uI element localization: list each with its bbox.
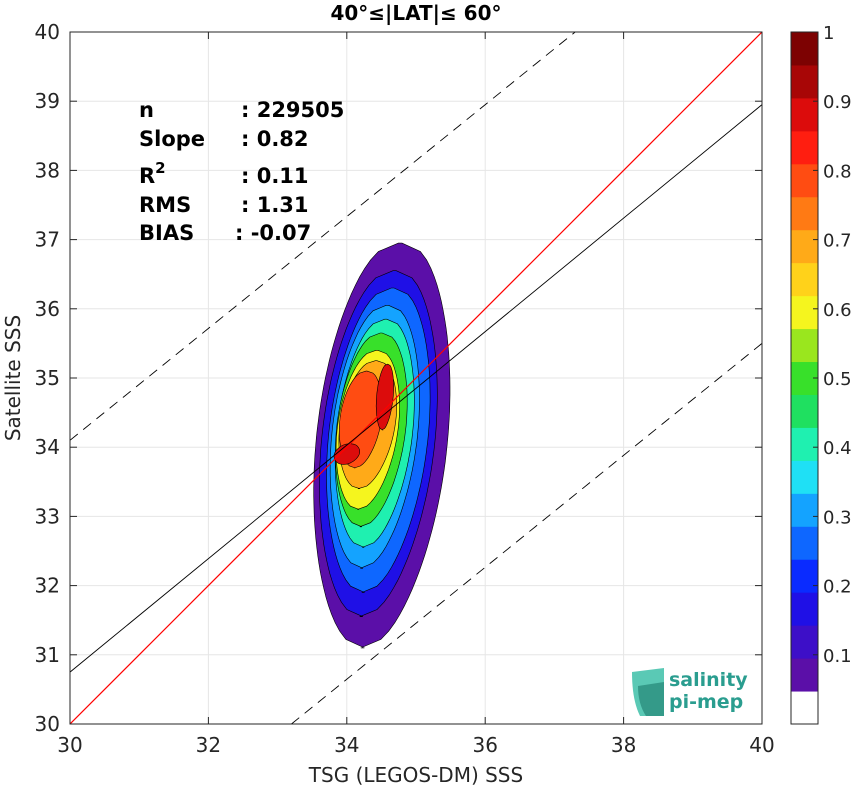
colorbar-segment-20 xyxy=(791,32,818,66)
y-axis-label: Satellite SSS xyxy=(1,315,25,441)
stat-slope-value: : 0.82 xyxy=(241,127,309,151)
logo-text-pi-mep: pi-mep xyxy=(669,691,743,713)
colorbar-ticks: 0.1 0.2 0.3 0.4 0.5 0.6 0.7 0.8 0.9 1 xyxy=(813,23,852,667)
stat-n-label: n xyxy=(139,98,154,122)
x-tick-label-3: 36 xyxy=(472,733,497,757)
colorbar-tick-label-6: 0.7 xyxy=(823,231,852,252)
x-tick-label-4: 38 xyxy=(611,733,636,757)
colorbar-segment-12 xyxy=(791,295,818,330)
colorbar-segment-16 xyxy=(791,163,818,198)
colorbar-segment-0 xyxy=(791,691,818,725)
y-tick-label-5: 35 xyxy=(35,366,60,390)
logo-wave-icon-2 xyxy=(638,682,664,716)
colorbar-segment-6 xyxy=(791,493,818,527)
x-axis-label: TSG (LEGOS-DM) SSS xyxy=(308,763,523,787)
colorbar-tick-label-1: 0.2 xyxy=(823,577,852,598)
density-contours xyxy=(313,242,451,649)
stat-bias-value: : -0.07 xyxy=(235,221,311,245)
upper-bound-line xyxy=(70,32,576,441)
colorbar-segment-18 xyxy=(791,97,818,132)
colorbar-segment-17 xyxy=(791,130,818,165)
colorbar-segment-11 xyxy=(791,328,818,363)
colorbar-tick-label-8: 0.9 xyxy=(823,92,852,113)
colorbar-segment-4 xyxy=(791,559,818,593)
stat-rms-label: RMS xyxy=(139,193,191,217)
colorbar-segment-14 xyxy=(791,229,818,264)
reference-lines xyxy=(70,32,762,724)
y-tick-label-8: 38 xyxy=(35,158,60,182)
stat-r2-label: R xyxy=(139,164,155,188)
colorbar xyxy=(791,32,818,725)
x-tick-label-0: 30 xyxy=(57,733,82,757)
colorbar-tick-label-0: 0.1 xyxy=(823,646,852,667)
colorbar-segment-9 xyxy=(791,394,818,428)
colorbar-tick-label-5: 0.6 xyxy=(823,300,852,321)
x-tick-label-2: 34 xyxy=(334,733,359,757)
logo-text-salinity: salinity xyxy=(669,669,748,691)
stat-r2-value: : 0.11 xyxy=(241,164,309,188)
stat-rms-value: : 1.31 xyxy=(241,193,309,217)
y-tick-label-3: 33 xyxy=(35,504,60,528)
stat-r2-label-group: R2 xyxy=(139,159,166,188)
colorbar-segment-19 xyxy=(791,64,818,99)
y-tick-label-10: 40 xyxy=(35,20,60,44)
colorbar-segment-13 xyxy=(791,262,818,297)
colorbar-segment-1 xyxy=(791,658,818,692)
colorbar-tick-label-3: 0.4 xyxy=(823,438,852,459)
stat-r2-sup: 2 xyxy=(155,159,165,177)
colorbar-tick-label-7: 0.8 xyxy=(823,161,852,182)
y-tick-label-7: 37 xyxy=(35,228,60,252)
y-tick-label-0: 30 xyxy=(35,712,60,736)
identity-line xyxy=(70,32,762,724)
chart-title: 40°≤|LAT|≤ 60° xyxy=(330,1,501,25)
colorbar-segment-7 xyxy=(791,460,818,494)
stat-slope-label: Slope xyxy=(139,127,205,151)
colorbar-segment-15 xyxy=(791,196,818,231)
stat-bias-label: BIAS xyxy=(139,221,194,245)
y-tick-label-9: 39 xyxy=(35,89,60,113)
colorbar-tick-label-9: 1 xyxy=(823,23,834,44)
y-axis-ticks: 30 31 32 33 34 35 36 37 38 39 40 xyxy=(35,20,762,736)
y-tick-label-6: 36 xyxy=(35,297,60,321)
colorbar-tick-label-4: 0.5 xyxy=(823,369,852,390)
x-axis-ticks: 30 32 34 36 38 40 xyxy=(57,32,775,757)
colorbar-tick-label-2: 0.3 xyxy=(823,507,852,528)
stat-n-value: : 229505 xyxy=(241,98,344,122)
y-tick-label-2: 32 xyxy=(35,574,60,598)
y-tick-label-1: 31 xyxy=(35,643,60,667)
y-tick-label-4: 34 xyxy=(35,435,60,459)
salinity-pi-mep-logo: salinity pi-mep xyxy=(632,668,748,716)
colorbar-segment-5 xyxy=(791,526,818,560)
colorbar-segment-3 xyxy=(791,592,818,626)
x-tick-label-1: 32 xyxy=(196,733,221,757)
colorbar-segment-8 xyxy=(791,427,818,461)
colorbar-segment-2 xyxy=(791,625,818,659)
stats-block: n : 229505 Slope : 0.82 R2 : 0.11 RMS : … xyxy=(139,98,344,245)
fit-line xyxy=(70,104,762,673)
x-tick-label-5: 40 xyxy=(749,733,774,757)
